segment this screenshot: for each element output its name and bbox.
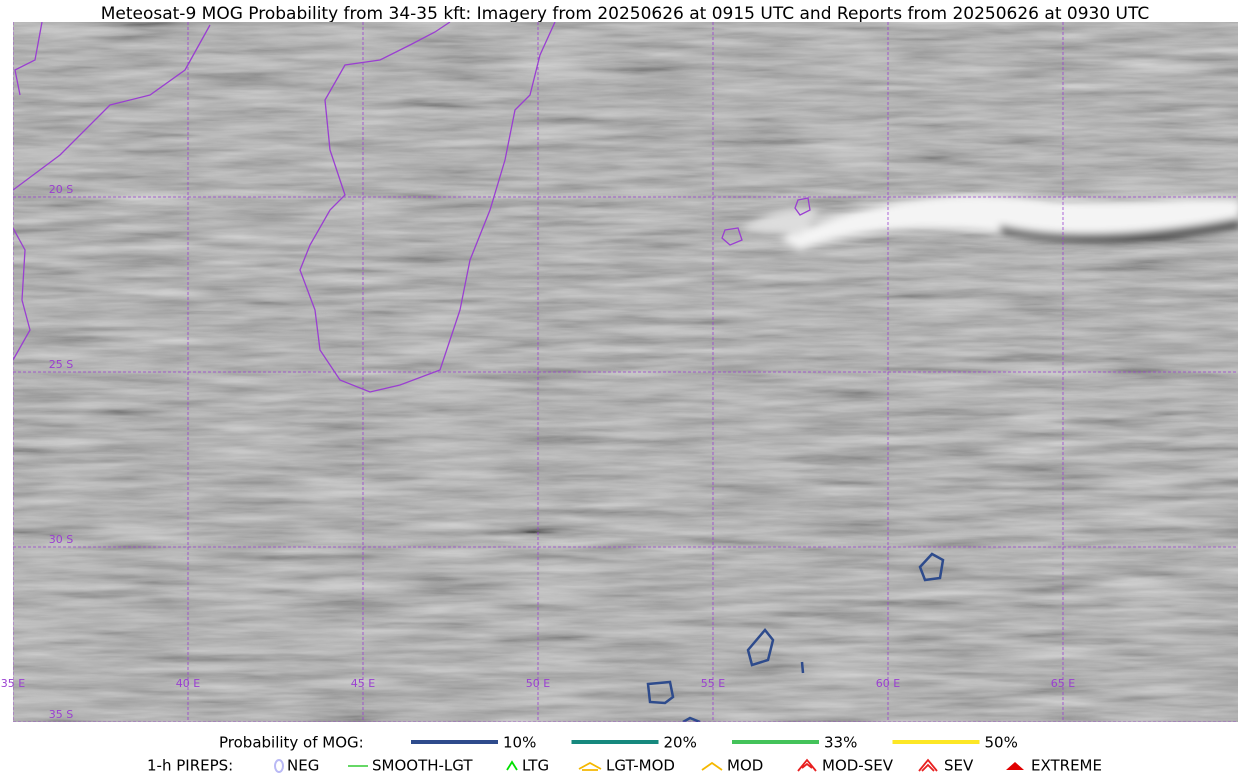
- latitude-label: 35 S: [49, 708, 73, 721]
- legend-label: MOD: [727, 757, 763, 775]
- pirep-icon: [506, 760, 518, 771]
- latitude-label: 30 S: [49, 533, 73, 546]
- pirep-icon: [797, 758, 817, 772]
- longitude-label: 35 E: [1, 677, 25, 690]
- pirep-icon: [918, 758, 938, 772]
- legend-label: SMOOTH-LGT: [372, 757, 473, 775]
- legend: Probability of MOG: 10% 20% 33% 50% 1-h PIREP…: [147, 734, 1102, 775]
- legend-heading: Probability of MOG:: [219, 734, 364, 752]
- longitude-label: 45 E: [351, 677, 375, 690]
- graticule-labels: 35 E 40 E 45 E 50 E 55 E 60 E 65 E 20 S 25 S 30 S…: [1, 183, 1075, 721]
- legend-label: 33%: [824, 734, 857, 752]
- pirep-icon: [578, 761, 602, 771]
- legend-label: LTG: [522, 757, 549, 775]
- longitude-label: 55 E: [701, 677, 725, 690]
- longitude-label: 50 E: [526, 677, 550, 690]
- legend-label: 20%: [664, 734, 697, 752]
- pirep-icon: [701, 761, 723, 771]
- map: [13, 22, 1238, 722]
- legend-label: EXTREME: [1031, 757, 1102, 775]
- title: Meteosat-9 MOG Probability from 34-35 kf…: [101, 4, 1150, 24]
- legend-label: NEG: [287, 757, 319, 775]
- longitude-label: 60 E: [876, 677, 900, 690]
- legend-heading: 1-h PIREPS:: [147, 757, 233, 775]
- longitude-label: 65 E: [1051, 677, 1075, 690]
- pirep-icon: [274, 759, 284, 773]
- legend-label: 10%: [503, 734, 536, 752]
- longitude-label: 40 E: [176, 677, 200, 690]
- legend-label: MOD-SEV: [822, 757, 894, 775]
- graticule: [13, 22, 1238, 722]
- mog-contours: [646, 552, 945, 722]
- legend-label: 50%: [985, 734, 1018, 752]
- legend-label: SEV: [944, 757, 974, 775]
- latitude-label: 20 S: [49, 183, 73, 196]
- pirep-icon: [1006, 762, 1024, 770]
- coastlines: [13, 22, 811, 393]
- legend-label: LGT-MOD: [606, 757, 675, 775]
- latitude-label: 25 S: [49, 358, 73, 371]
